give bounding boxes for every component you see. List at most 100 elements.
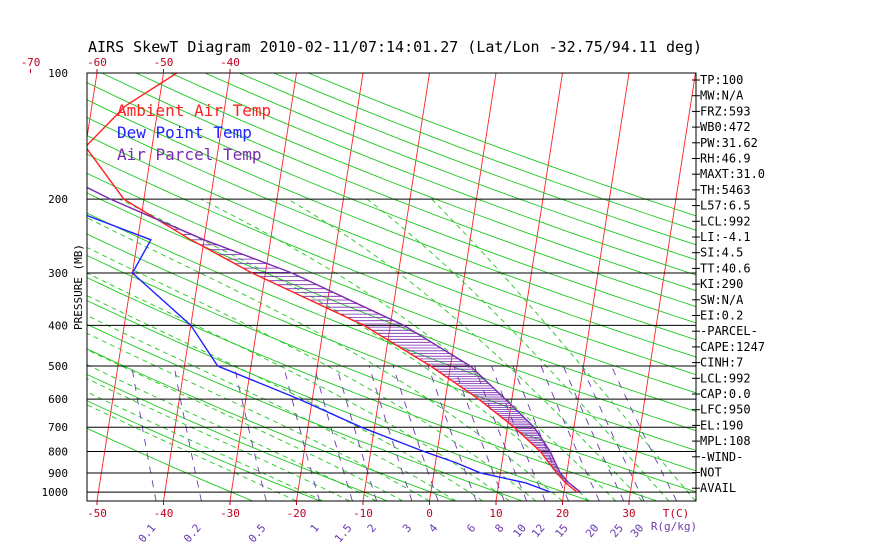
mixing-ratio-label: 4 bbox=[426, 521, 440, 535]
index-value: MAXT:31.0 bbox=[700, 167, 765, 181]
moist-adiabat-line bbox=[87, 217, 563, 501]
isotherm-line bbox=[562, 73, 630, 501]
pressure-tick-label: 700 bbox=[48, 421, 68, 434]
index-value: SI:4.5 bbox=[700, 246, 743, 260]
moist-adiabat-line bbox=[366, 198, 670, 501]
plot-frame bbox=[86, 72, 697, 502]
air-parcel-temp-line bbox=[87, 186, 581, 493]
top-temp-tick-label: -50 bbox=[154, 56, 174, 69]
bottom-temp-tick-label: -10 bbox=[353, 507, 373, 520]
index-value: CAP:0.0 bbox=[700, 387, 751, 401]
dry-adiabat-line bbox=[204, 73, 696, 261]
mixing-ratio-label: 30 bbox=[628, 522, 646, 541]
profile-lines bbox=[87, 73, 581, 493]
mixing-ratio-label: 8 bbox=[492, 522, 506, 535]
bottom-temp-tick-label: 20 bbox=[556, 507, 569, 520]
legend-entry: Ambient Air Temp bbox=[117, 101, 271, 120]
moist-adiabat-line bbox=[87, 404, 297, 501]
index-value: CAPE:1247 bbox=[700, 340, 765, 354]
index-value: LFC:950 bbox=[700, 403, 751, 417]
dry-adiabat-line bbox=[87, 172, 696, 412]
dry-adiabat-line bbox=[101, 73, 696, 308]
dry-adiabat-line bbox=[87, 254, 696, 493]
dry-adiabat-line bbox=[87, 348, 456, 501]
isotherm-line bbox=[495, 73, 563, 501]
moist-adiabat-line bbox=[87, 391, 324, 501]
mixing-ratio-line bbox=[427, 365, 477, 501]
bottom-temp-tick-label: -20 bbox=[287, 507, 307, 520]
index-value: RH:46.9 bbox=[700, 152, 751, 166]
pressure-tick-label: 800 bbox=[48, 446, 68, 459]
index-value: NOT bbox=[700, 466, 722, 480]
pressure-tick-label: 200 bbox=[48, 193, 68, 206]
mixing-ratio-line bbox=[313, 365, 353, 501]
mixing-ratio-label: 0.2 bbox=[181, 522, 204, 546]
index-value: KI:290 bbox=[700, 277, 743, 291]
ambient-air-temp-line bbox=[87, 73, 578, 493]
isotherm-line bbox=[762, 73, 829, 501]
index-value: FRZ:593 bbox=[700, 104, 751, 118]
chart-axes: 0.1 0.2 0.5 1 1.5 2 3 4 6 8 10 12 15 20 25 301002003004… bbox=[21, 56, 698, 546]
pressure-tick-label: 100 bbox=[48, 67, 68, 80]
mixing-ratio-line bbox=[453, 365, 505, 501]
index-value: SW:N/A bbox=[700, 293, 744, 307]
pressure-tick-label: 400 bbox=[48, 319, 68, 332]
mixing-ratio-line bbox=[581, 365, 645, 501]
bottom-temp-tick-label: -50 bbox=[87, 507, 107, 520]
index-value: -WIND- bbox=[700, 450, 743, 464]
dry-adiabat-line bbox=[87, 400, 321, 501]
index-value: WB0:472 bbox=[700, 120, 751, 134]
index-value: CINH:7 bbox=[700, 356, 743, 370]
mixing-ratio-line bbox=[131, 365, 157, 501]
chart-legend: Ambient Air Temp Dew Point Temp Air Parcel… bbox=[117, 101, 271, 164]
moist-adiabat-line bbox=[87, 349, 404, 501]
mixing-ratio-label: 25 bbox=[608, 522, 626, 541]
moist-adiabat-line bbox=[87, 272, 510, 501]
isotherm-line bbox=[429, 73, 497, 501]
dry-adiabat-line bbox=[87, 117, 696, 358]
index-value: MW:N/A bbox=[700, 89, 744, 103]
mixing-ratio-line bbox=[540, 365, 600, 501]
index-value: EI:0.2 bbox=[700, 309, 743, 323]
moist-adiabat-line bbox=[87, 295, 483, 501]
mixing-ratio-label: 0.5 bbox=[246, 522, 269, 546]
isobar-lines bbox=[87, 72, 696, 493]
dry-adiabat-line bbox=[87, 300, 591, 501]
pressure-tick-label: 900 bbox=[48, 467, 68, 480]
bottom-temp-tick-label: 30 bbox=[622, 507, 635, 520]
cape-hatching bbox=[164, 223, 569, 484]
moist-adiabat-line bbox=[87, 246, 537, 501]
moist-adiabat-line bbox=[431, 198, 696, 501]
mixing-ratio-line bbox=[335, 365, 378, 501]
mixing-ratio-label: 1 bbox=[308, 522, 322, 535]
mixing-ratio-line bbox=[368, 365, 413, 501]
dry-adiabat-line bbox=[87, 153, 696, 394]
index-value: MPL:108 bbox=[700, 434, 751, 448]
mixing-ratio-label: 2 bbox=[365, 522, 379, 535]
mixing-ratio-label: 10 bbox=[510, 522, 528, 541]
dry-adiabat-line bbox=[135, 73, 696, 292]
mixing-ratio-label: 3 bbox=[400, 522, 414, 535]
mixing-ratio-label: 0.1 bbox=[136, 522, 159, 546]
dry-adiabat-line bbox=[273, 73, 696, 231]
dry-adiabat-line bbox=[87, 99, 696, 341]
moist-adiabat-line bbox=[87, 314, 457, 501]
chart-title: AIRS SkewT Diagram 2010-02-11/07:14:01.2… bbox=[88, 38, 702, 56]
mixing-ratio-unit-label: R(g/kg) bbox=[651, 520, 697, 533]
dry-adiabat-line bbox=[87, 135, 696, 376]
mixing-ratio-line bbox=[562, 365, 625, 501]
moist-adiabat-line bbox=[87, 332, 430, 501]
legend-entry: Dew Point Temp bbox=[117, 123, 252, 142]
pressure-tick-label: 1000 bbox=[42, 486, 69, 499]
isotherm-line bbox=[296, 73, 364, 501]
index-value: L57:6.5 bbox=[700, 199, 751, 213]
mixing-ratio-line bbox=[173, 365, 202, 501]
isotherm-line bbox=[229, 73, 297, 501]
index-value: TT:40.6 bbox=[700, 261, 751, 275]
isotherm-line bbox=[0, 73, 31, 501]
isotherm-line bbox=[163, 73, 231, 501]
mixing-ratio-line bbox=[233, 365, 267, 501]
mixing-ratio-label: 1.5 bbox=[332, 522, 355, 546]
